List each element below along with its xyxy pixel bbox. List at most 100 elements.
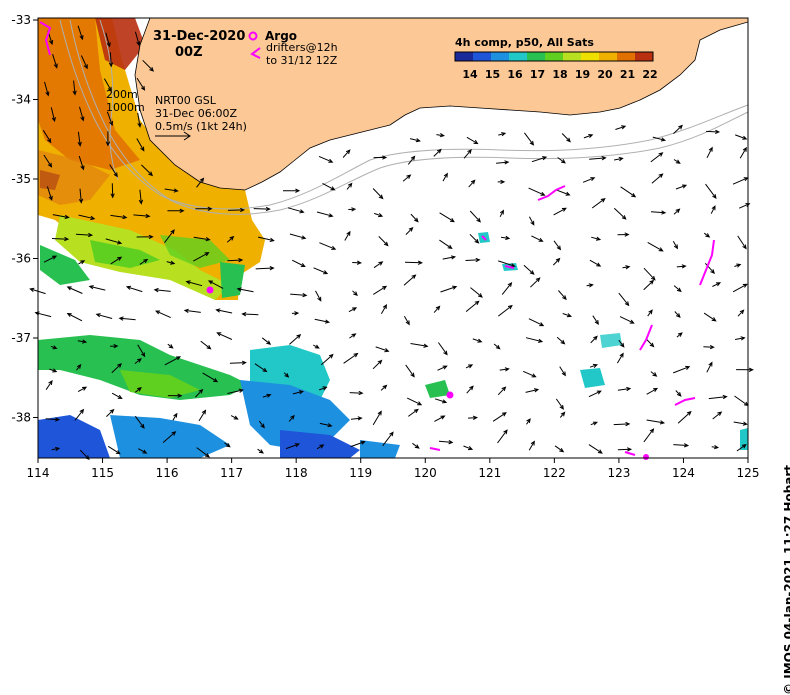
current-vector-arrow [613,421,631,427]
colorbar-ticks: 14 15 16 17 18 19 20 21 22 [462,68,657,81]
current-vector-arrow [103,78,112,92]
current-vector-arrow [676,332,683,338]
current-vector-arrow [72,80,77,96]
current-vector-arrow [164,356,182,366]
current-vector-arrow [557,157,566,164]
colorbar-segment [635,52,654,61]
current-vector-arrow [553,240,562,251]
current-vector-arrow [285,443,300,450]
current-vector-arrow [110,214,128,220]
colorbar-tick-label: 17 [530,68,545,81]
current-vector-arrow [561,133,571,143]
current-vector-arrow [216,332,233,340]
x-tick-label: 123 [607,466,630,480]
current-vector-arrow [106,408,115,417]
current-vector-arrow [164,188,179,193]
current-vector-arrow [288,414,295,422]
current-vector-arrow [618,292,630,307]
current-vector-arrow [373,155,388,160]
current-vector-arrow [138,448,148,454]
current-vector-arrow [373,261,384,269]
current-vector-arrow [712,411,723,420]
current-vector-arrow [499,209,504,218]
current-vector-arrow [582,177,596,183]
current-vector-arrow [589,156,607,161]
colorbar-segment [545,52,564,61]
current-vector-arrow [51,236,70,242]
current-vector-arrow [643,279,655,291]
colorbar-segment [563,52,582,61]
current-vector-arrow [46,186,53,201]
current-vector-arrow [643,428,655,443]
current-vector-arrow [77,131,82,147]
current-vector-arrow [434,415,446,422]
colorbar-segment [473,52,492,61]
current-vector-arrow [703,232,711,238]
current-vector-arrow [613,207,627,220]
x-tick-label: 125 [737,466,760,480]
current-vector-arrow [403,274,417,286]
current-vector-arrow [229,360,247,365]
current-vector-arrow [352,290,358,296]
current-vector-arrow [442,255,457,260]
current-vector-arrow [469,233,480,244]
current-vector-arrow [374,212,384,218]
current-vector-arrow [404,260,423,265]
current-vector-arrow [440,285,458,293]
current-vector-arrow [318,155,334,163]
current-vector-arrow [289,233,307,240]
velocity-scale-label: 0.5m/s (1kt 24h) [155,120,247,133]
current-vector-arrow [125,285,143,293]
current-vector-arrow [227,207,246,213]
current-vector-arrow [651,173,664,184]
current-vector-arrow [136,234,154,240]
y-axis: -33 -34 -35 -36 -37 -38 [11,13,38,425]
drifter-label-2: to 31/12 12Z [266,54,338,67]
current-vector-arrow [52,54,58,69]
current-vector-arrow [734,263,742,268]
current-vector-arrow [343,352,359,364]
current-vector-arrow [528,187,546,196]
current-vector-arrow [622,265,631,270]
current-vector-arrow [78,155,85,171]
credit-text: © IMOS 04-Jan-2021 11:27 Hobart [782,465,790,695]
current-vector-arrow [434,398,448,404]
colorbar-segment [491,52,510,61]
current-vector-arrow [95,313,113,319]
current-vector-arrow [167,343,174,349]
current-vector-arrow [704,262,715,274]
current-vector-arrow [405,226,414,235]
current-vector-arrow [650,210,667,215]
current-vector-arrow [500,235,511,240]
current-vector-arrow [617,232,630,237]
current-vector-arrow [74,408,85,421]
current-vector-arrow [677,410,692,424]
current-vector-arrow [105,238,123,245]
current-vector-arrow [498,132,507,137]
current-vector-arrow [52,214,70,219]
current-vector-arrow [466,385,474,394]
current-vector-arrow [705,183,717,200]
current-vector-arrow [733,421,748,426]
current-vector-arrow [437,342,448,356]
current-vector-arrow [110,343,119,349]
x-tick-label: 117 [220,466,243,480]
current-vector-arrow [590,421,599,426]
current-vector-arrow [43,255,58,263]
current-vector-arrow [344,230,351,241]
current-vector-arrow [241,312,259,317]
x-tick-label: 118 [285,466,308,480]
current-vector-arrow [137,344,146,358]
title-time: 00Z [175,45,203,60]
current-vector-arrow [254,363,268,373]
current-vector-arrow [287,207,305,214]
current-vector-arrow [403,315,410,326]
current-vector-arrow [732,283,748,293]
current-vector-arrow [167,393,183,398]
contour-200m-label: 200m [106,88,138,101]
y-tick-label: -36 [11,252,31,266]
current-vector-arrow [562,313,573,318]
current-vector-arrow [382,431,394,447]
current-vector-arrow [555,398,564,410]
current-vector-arrow [196,447,210,458]
